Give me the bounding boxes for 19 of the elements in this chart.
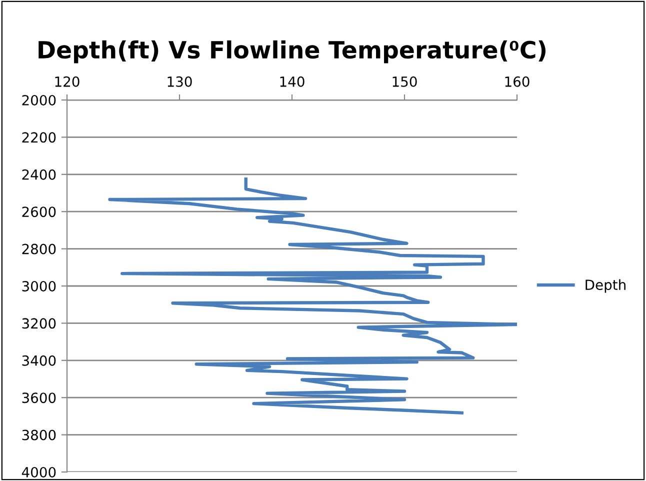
x-tick-label: 120	[55, 76, 80, 87]
y-tick-label: 2200	[22, 132, 56, 143]
y-tick-label: 2400	[22, 169, 56, 180]
x-tick-label: 130	[168, 76, 192, 87]
x-tick-label: 140	[280, 76, 304, 87]
y-tick-label: 3800	[22, 430, 56, 440]
y-tick-label: 2800	[22, 244, 56, 254]
y-tick-label: 3000	[22, 280, 56, 292]
y-tick-label: 3200	[22, 318, 56, 329]
x-tick-label: 160	[505, 76, 530, 87]
y-tick-label: 4000	[22, 466, 56, 478]
chart-title: Depth(ft) Vs Flowline Temperature(⁰C)	[38, 40, 546, 64]
y-tick-label: 2000	[22, 94, 56, 106]
legend-label: Depth	[586, 279, 626, 293]
y-tick-label: 2600	[22, 206, 56, 218]
x-tick-label: 150	[392, 76, 417, 87]
y-tick-label: 3600	[22, 392, 56, 404]
y-tick-label: 3400	[22, 355, 56, 366]
line-series	[108, 177, 517, 414]
